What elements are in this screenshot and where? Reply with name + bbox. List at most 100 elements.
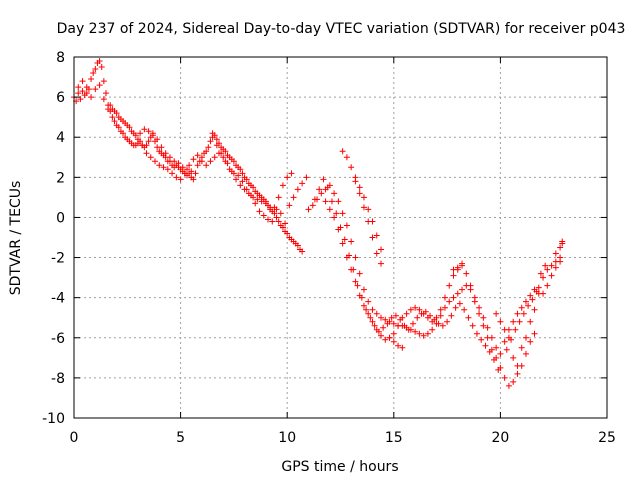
data-point [439,322,446,329]
data-point [96,58,103,65]
data-point [486,348,493,355]
data-point [390,320,397,327]
data-point [465,314,472,321]
data-point [275,218,282,225]
data-point [286,202,293,209]
data-point [147,154,154,161]
data-point [294,242,301,249]
data-point [339,240,346,247]
data-point [427,312,434,319]
data-point [252,200,259,207]
data-point [510,378,517,385]
data-point [384,320,391,327]
data-point [98,64,105,71]
data-point [339,210,346,217]
data-point [480,322,487,329]
data-point [192,170,199,177]
data-point [145,128,152,135]
x-tick-label: 20 [491,430,509,446]
data-point [412,304,419,311]
data-point [516,318,523,325]
x-tick-label: 25 [598,430,616,446]
data-point [352,278,359,285]
data-point [156,162,163,169]
data-point [352,178,359,185]
data-point [137,130,144,137]
data-point [537,270,544,277]
data-point [354,282,361,289]
data-point [218,150,225,157]
data-point [459,286,466,293]
data-point [320,176,327,183]
data-point [407,306,414,313]
data-point [488,334,495,341]
chart-title: Day 237 of 2024, Sidereal Day-to-day VTE… [57,21,626,37]
data-point [275,194,282,201]
data-point [194,152,201,159]
data-point [190,156,197,163]
data-point [518,344,525,351]
data-point [111,108,118,115]
data-point [454,264,461,271]
x-axis-label: GPS time / hours [281,459,398,475]
data-point [322,198,329,205]
y-tick-label: -10 [42,411,65,427]
data-point [350,266,357,273]
data-point [269,218,276,225]
data-point [237,166,244,173]
data-point [437,306,444,313]
data-point [390,330,397,337]
data-point [540,290,547,297]
data-point [102,90,109,97]
data-point [343,222,350,229]
data-point [414,314,421,321]
data-point [495,366,502,373]
data-point [346,252,353,259]
data-point [373,250,380,257]
data-point [352,254,359,261]
data-point [79,88,86,95]
grid [74,57,607,418]
data-point [369,306,376,313]
data-point [360,286,367,293]
data-point [552,264,559,271]
data-point [207,158,214,165]
data-point [373,232,380,239]
data-point [409,320,416,327]
data-point [467,282,474,289]
data-point [418,310,425,317]
plot-frame [73,56,608,419]
data-point [179,164,186,171]
data-point [90,70,97,77]
data-point [230,170,237,177]
data-point [222,148,229,155]
data-point [120,130,127,137]
data-point [92,66,99,73]
data-point [100,96,107,103]
data-point [514,310,521,317]
data-point [497,350,504,357]
data-point [446,282,453,289]
data-point [531,330,538,337]
data-point [491,356,498,363]
data-point [360,302,367,309]
data-point [552,250,559,257]
data-point [369,234,376,241]
data-point [169,170,176,177]
data-point [378,332,385,339]
data-point [160,164,167,171]
data-point [469,322,476,329]
data-point [271,210,278,217]
data-point [162,150,169,157]
data-point [77,96,84,103]
data-point [262,200,269,207]
data-point [173,174,180,181]
data-point [399,344,406,351]
data-point [548,272,555,279]
data-point [260,212,267,219]
data-point [365,206,372,213]
data-point [79,78,86,85]
data-point [183,166,190,173]
data-point [299,180,306,187]
data-point [356,190,363,197]
